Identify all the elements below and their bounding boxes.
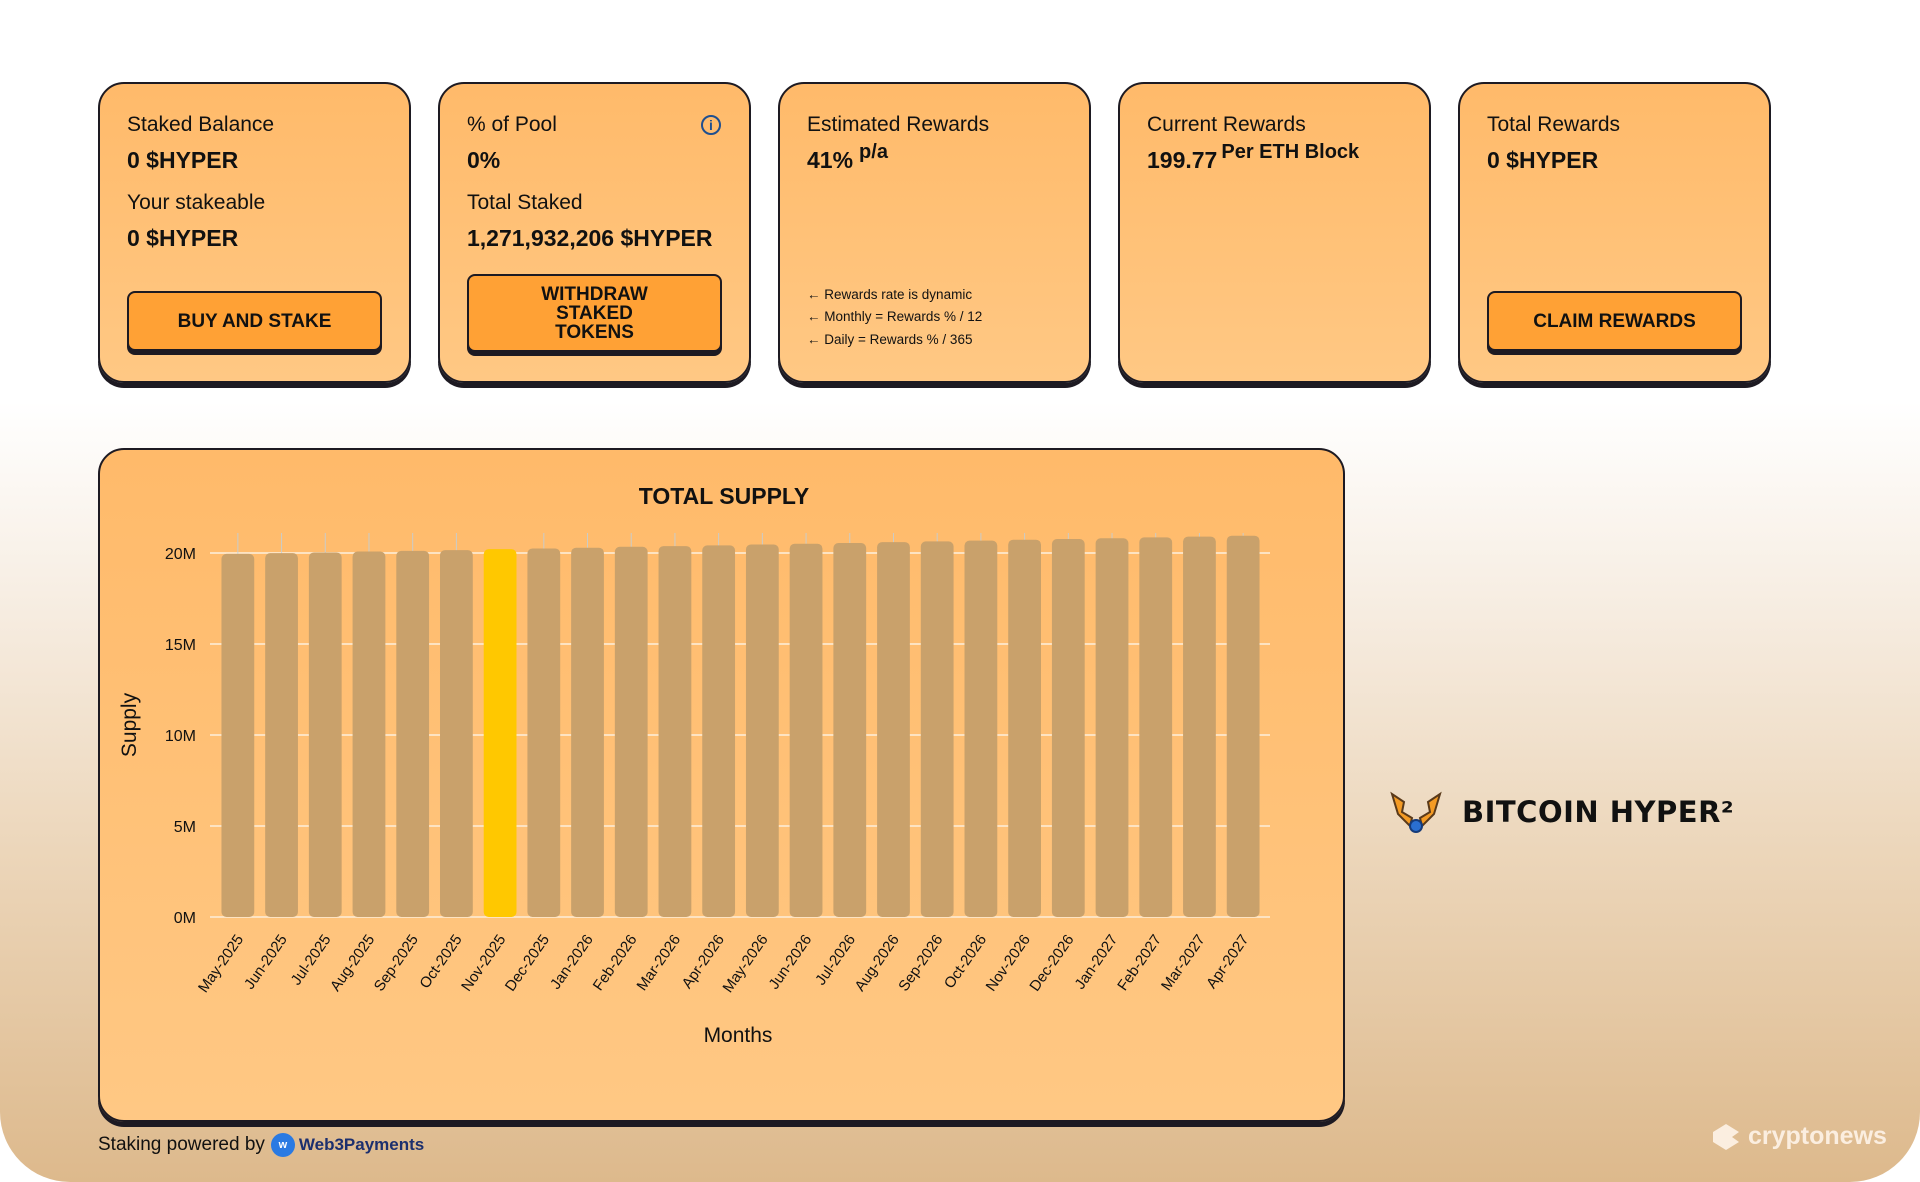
x-tick-label: Jun-2026: [766, 932, 816, 993]
bitcoin-hyper-logo: BITCOIN HYPER²: [1388, 790, 1734, 834]
x-tick-label: Sep-2025: [371, 932, 422, 995]
pool-card: i % of Pool 0% Total Staked 1,271,932,20…: [438, 82, 751, 383]
x-tick-label: Oct-2025: [416, 932, 465, 992]
logo-text: BITCOIN HYPER²: [1462, 795, 1735, 829]
bar: [702, 545, 736, 917]
estimated-rewards-value: 41%: [807, 147, 854, 173]
y-tick-label: 20M: [165, 546, 196, 563]
reward-notes: ← Rewards rate is dynamic ← Monthly = Re…: [807, 284, 982, 352]
wings-logo-icon: [1390, 791, 1442, 833]
bar: [1008, 539, 1041, 917]
bar: [658, 546, 692, 917]
x-tick-label: Jul-2026: [812, 932, 859, 989]
bar-highlighted: [483, 549, 517, 917]
current-rewards-value: 199.77: [1147, 147, 1218, 173]
x-tick-label: Sep-2026: [895, 932, 946, 995]
bar: [1051, 538, 1085, 917]
note-item: ← Rewards rate is dynamic: [807, 286, 973, 302]
pool-percent-label: % of Pool: [467, 113, 557, 136]
total-staked-value: 1,271,932,206 $HYPER: [467, 225, 713, 251]
bar: [571, 547, 604, 917]
bar: [308, 552, 342, 917]
y-tick-label: 10M: [165, 728, 196, 745]
bar: [221, 553, 255, 917]
arrow-left-icon: ←: [807, 331, 825, 347]
x-tick-label: Apr-2027: [1203, 932, 1252, 992]
bar: [527, 548, 561, 917]
x-tick-label: Dec-2025: [502, 932, 553, 995]
staked-balance-card: Staked Balance 0 $HYPER Your stakeable 0…: [98, 82, 411, 383]
total-rewards-value: 0 $HYPER: [1487, 147, 1599, 173]
x-tick-label: Mar-2027: [1158, 932, 1209, 994]
estimated-rewards-suffix: p/a: [859, 141, 888, 163]
note-item: ← Monthly = Rewards % / 12: [807, 309, 983, 324]
staked-balance-label: Staked Balance: [127, 113, 275, 136]
stakeable-label: Your stakeable: [127, 191, 266, 214]
x-tick-label: Oct-2026: [941, 932, 990, 992]
bar: [1139, 537, 1173, 917]
current-rewards-suffix: Per ETH Block: [1221, 141, 1360, 163]
y-tick-label: 0M: [174, 910, 196, 927]
bar: [1226, 535, 1260, 917]
estimated-rewards-card: Estimated Rewards 41% p/a ← Rewards rate …: [778, 82, 1091, 383]
total-rewards-label: Total Rewards: [1487, 113, 1621, 136]
y-tick-label: 5M: [174, 819, 196, 836]
x-tick-label: Apr-2026: [679, 932, 728, 992]
x-tick-label: Mar-2026: [633, 932, 684, 994]
arrow-left-icon: ←: [807, 286, 825, 302]
bar: [396, 550, 430, 917]
footer: Staking powered by w Web3Payments: [98, 1133, 424, 1157]
stakeable-value: 0 $HYPER: [127, 225, 239, 251]
x-tick-label: Jun-2025: [241, 932, 291, 993]
chart-svg: TOTAL SUPPLY Months Supply 0M 5M 10M 15M 20M…: [118, 483, 1270, 1047]
footer-text: Staking powered by: [98, 1134, 265, 1155]
current-rewards-label: Current Rewards: [1147, 113, 1306, 136]
x-tick-label: May-2025: [195, 932, 247, 996]
x-tick-label: Jul-2025: [288, 932, 335, 989]
bar: [833, 542, 867, 917]
staked-balance-value: 0 $HYPER: [127, 147, 239, 173]
info-icon[interactable]: i: [701, 115, 721, 135]
cryptonews-watermark: cryptonews: [1712, 1122, 1887, 1151]
estimated-rewards-label: Estimated Rewards: [807, 113, 990, 136]
bar: [1095, 538, 1129, 917]
y-axis-label: Supply: [118, 692, 141, 757]
current-rewards-card: Current Rewards 199.77 Per ETH Block: [1118, 82, 1431, 383]
bar: [789, 543, 823, 917]
x-tick-label: Dec-2026: [1026, 932, 1077, 995]
web3payments-logo-icon: w: [270, 1133, 295, 1157]
bar: [964, 540, 998, 917]
note-item: ← Daily = Rewards % / 365: [807, 331, 973, 347]
withdraw-staked-button[interactable]: WITHDRAW STAKED TOKENS: [467, 274, 722, 352]
arrow-left-icon: ←: [807, 309, 825, 324]
buy-and-stake-button[interactable]: BUY AND STAKE: [127, 291, 382, 351]
chart-title: TOTAL SUPPLY: [639, 483, 809, 509]
bar: [352, 551, 386, 917]
bar: [877, 542, 910, 917]
y-tick-label: 15M: [165, 637, 196, 654]
bar: [614, 546, 648, 917]
web3payments-link[interactable]: w Web3Payments: [270, 1133, 424, 1157]
x-axis-label: Months: [704, 1024, 773, 1047]
bar: [265, 553, 298, 917]
bar: [920, 541, 954, 917]
bar: [1183, 536, 1216, 917]
claim-rewards-button[interactable]: CLAIM REWARDS: [1487, 291, 1742, 351]
pool-percent-value: 0%: [467, 147, 501, 173]
total-supply-chart: TOTAL SUPPLY Months Supply 0M 5M 10M 15M 20M…: [98, 448, 1345, 1122]
total-staked-label: Total Staked: [467, 191, 583, 214]
bar: [440, 550, 473, 917]
cryptonews-logo-icon: [1713, 1123, 1739, 1150]
bar: [745, 544, 779, 917]
total-rewards-card: Total Rewards 0 $HYPER CLAIM REWARDS: [1458, 82, 1771, 383]
